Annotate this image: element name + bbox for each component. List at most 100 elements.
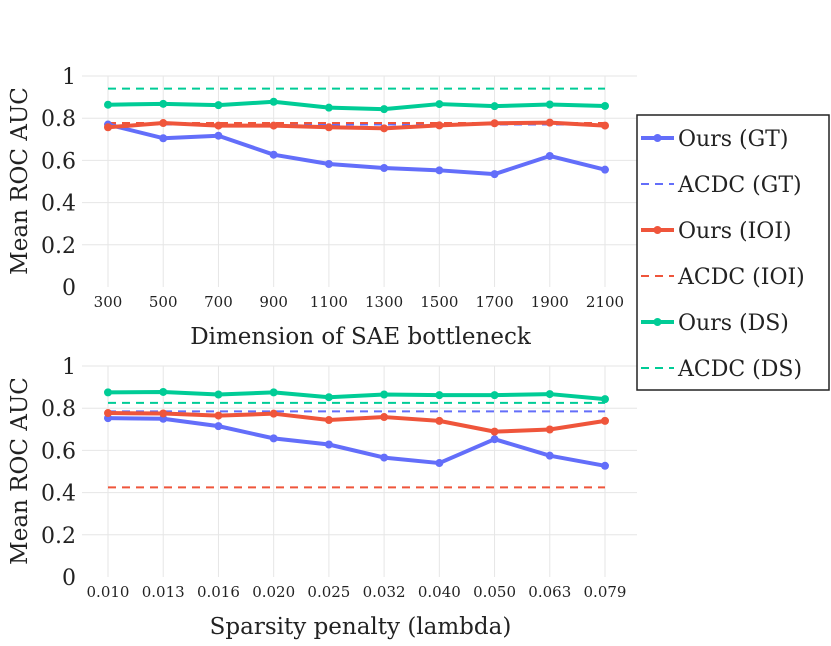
data-point — [601, 121, 609, 130]
x-tick-label: 500 — [149, 293, 178, 311]
x-tick-label: 900 — [259, 293, 288, 311]
x-tick-label: 0.040 — [418, 583, 461, 601]
series-line-ours-ioi — [107, 411, 606, 434]
data-point — [269, 409, 278, 418]
legend-label: Ours (DS) — [678, 311, 789, 336]
data-point — [214, 121, 223, 130]
y-tick-label: 0.2 — [41, 524, 76, 549]
data-point — [545, 100, 554, 109]
legend-marker — [653, 318, 662, 326]
data-point — [269, 150, 278, 159]
y-tick-label: 0 — [62, 276, 76, 301]
data-point — [545, 118, 554, 127]
x-tick-label: 0.013 — [142, 583, 185, 601]
x-axis-title: Dimension of SAE bottleneck — [190, 324, 532, 350]
data-point — [380, 390, 389, 399]
data-point — [380, 453, 389, 462]
data-point — [435, 459, 444, 468]
data-point — [601, 165, 609, 174]
data-point — [324, 103, 333, 112]
x-tick-label: 0.025 — [307, 583, 350, 601]
data-point — [104, 409, 112, 418]
x-tick-label: 1100 — [310, 293, 348, 311]
series-line-ours-ioi — [107, 120, 606, 131]
y-tick-label: 0.2 — [41, 234, 76, 259]
legend-label: ACDC (DS) — [677, 357, 802, 382]
x-tick-label: 0.063 — [528, 583, 571, 601]
data-point — [490, 102, 499, 111]
data-point — [490, 435, 499, 444]
data-point — [324, 393, 333, 402]
y-tick-label: 0.6 — [41, 149, 76, 174]
data-point — [435, 391, 444, 400]
x-tick-label: 0.032 — [363, 583, 406, 601]
data-point — [269, 434, 278, 443]
x-tick-label: 0.016 — [197, 583, 240, 601]
series-line-ours-gt — [107, 122, 606, 177]
x-tick-label: 1900 — [531, 293, 569, 311]
x-tick-label: 0.020 — [252, 583, 295, 601]
data-point — [324, 440, 333, 449]
data-point — [601, 461, 609, 470]
x-tick-label: 1500 — [420, 293, 458, 311]
y-tick-label: 0.8 — [41, 397, 76, 422]
legend-label: ACDC (GT) — [677, 173, 802, 198]
data-point — [214, 101, 223, 110]
data-point — [104, 123, 112, 132]
data-point — [490, 391, 499, 400]
data-point — [214, 390, 223, 399]
data-point — [435, 166, 444, 175]
data-point — [601, 416, 609, 425]
y-axis-title: Mean ROC AUC — [7, 87, 33, 275]
x-tick-label: 2100 — [586, 293, 624, 311]
y-tick-label: 1 — [62, 65, 76, 90]
data-point — [601, 101, 609, 110]
y-tick-label: 0.8 — [41, 107, 76, 132]
legend-marker — [653, 134, 662, 142]
legend: Ours (GT) ACDC (GT) Ours (IOI) ACDC (IOI) Ou… — [636, 114, 830, 391]
x-tick-label: 0.010 — [87, 583, 130, 601]
data-point — [545, 451, 554, 460]
series-line-ours-gt — [107, 416, 606, 468]
data-point — [214, 411, 223, 420]
y-tick-label: 0 — [62, 566, 76, 591]
data-point — [601, 395, 609, 404]
data-point — [324, 416, 333, 425]
y-tick-label: 0.4 — [41, 192, 76, 217]
data-point — [380, 105, 389, 114]
x-tick-label: 1700 — [475, 293, 513, 311]
data-point — [380, 413, 389, 422]
x-axis-title: Sparsity penalty (lambda) — [210, 614, 512, 640]
legend-label: Ours (GT) — [678, 127, 788, 152]
legend-marker — [653, 226, 662, 234]
data-point — [435, 416, 444, 425]
x-tick-label: 0.050 — [473, 583, 516, 601]
y-tick-label: 0.6 — [41, 439, 76, 464]
legend-label: Ours (IOI) — [678, 219, 792, 244]
data-point — [269, 97, 278, 106]
data-point — [545, 425, 554, 434]
data-point — [214, 131, 223, 140]
x-tick-label: 700 — [204, 293, 233, 311]
data-point — [214, 422, 223, 431]
x-tick-label: 300 — [94, 293, 123, 311]
data-point — [159, 387, 168, 396]
data-point — [269, 121, 278, 130]
data-point — [324, 159, 333, 168]
data-point — [490, 427, 499, 436]
data-point — [324, 123, 333, 132]
x-tick-label: 1300 — [365, 293, 403, 311]
y-axis-title: Mean ROC AUC — [7, 377, 33, 565]
data-point — [435, 100, 444, 109]
data-point — [380, 163, 389, 172]
data-point — [545, 390, 554, 399]
data-point — [159, 409, 168, 418]
y-tick-label: 1 — [62, 355, 76, 380]
series-line-ours-ds — [107, 99, 606, 112]
series-line-ours-ds — [107, 389, 606, 402]
y-tick-label: 0.4 — [41, 482, 76, 507]
data-point — [159, 119, 168, 128]
data-point — [490, 119, 499, 128]
